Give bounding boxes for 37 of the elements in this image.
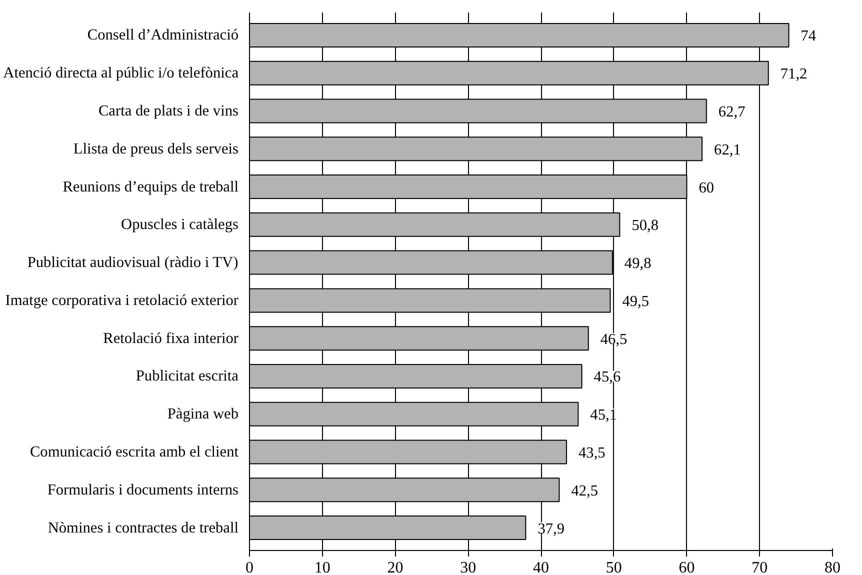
- data-label: 49,8: [624, 255, 652, 272]
- y-tick-label: Imatge corporativa i retolació exterior: [5, 292, 239, 309]
- x-tick-label: 40: [533, 560, 549, 575]
- data-label: 71,2: [780, 66, 808, 83]
- data-label: 37,9: [538, 520, 565, 538]
- data-label: 50,8: [632, 217, 659, 234]
- data-label: 45,1: [590, 406, 617, 424]
- data-label: 60: [698, 179, 714, 196]
- x-tick-label: 0: [246, 560, 254, 575]
- data-label: 49,5: [622, 292, 650, 310]
- x-tick-label: 20: [387, 560, 404, 575]
- data-label: 62,7: [718, 104, 746, 121]
- x-tick-label: 80: [824, 560, 840, 575]
- data-label: 74: [800, 28, 816, 45]
- y-tick-label: Consell d’Administració: [87, 26, 239, 44]
- x-tick-label: 30: [460, 560, 476, 575]
- y-tick-label: Llista de preus dels serveis: [73, 140, 239, 158]
- y-tick-label: Retolació fixa interior: [103, 330, 239, 347]
- y-tick-label: Nòmines i contractes de treball: [48, 519, 239, 536]
- y-tick-label: Publicitat audiovisual (ràdio i TV): [27, 254, 238, 272]
- y-tick-label: Formularis i documents interns: [47, 481, 239, 498]
- y-tick-label: Pàgina web: [167, 406, 239, 423]
- x-tick-label: 60: [678, 560, 695, 575]
- data-label: 45,6: [594, 368, 621, 386]
- x-tick-label: 70: [752, 560, 768, 575]
- y-tick-label: Comunicació escrita amb el client: [30, 443, 240, 460]
- data-label: 42,5: [571, 482, 598, 500]
- y-tick-label: Reunions d’equips de treball: [62, 178, 239, 196]
- y-tick-label: Opuscles i catàlegs: [121, 216, 239, 234]
- data-label: 43,5: [578, 444, 606, 462]
- x-tick-label: 10: [314, 560, 330, 575]
- data-label: 46,5: [600, 330, 628, 348]
- x-tick-label: 50: [606, 560, 622, 575]
- data-label: 62,1: [714, 141, 741, 158]
- y-tick-label: Carta de plats i de vins: [98, 102, 239, 120]
- y-tick-label: Atenció directa al públic i/o telefònica: [3, 64, 239, 82]
- y-tick-label: Publicitat escrita: [136, 368, 239, 385]
